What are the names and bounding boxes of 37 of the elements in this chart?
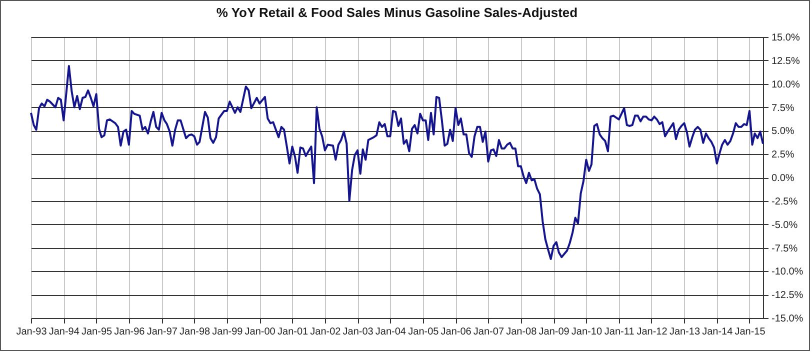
x-tick-label: Jan-10 xyxy=(571,326,602,338)
x-tick-label: Jan-93 xyxy=(16,326,48,338)
x-tick-label: Jan-11 xyxy=(604,326,635,338)
x-tick-label: Jan-15 xyxy=(734,326,766,338)
x-tick-label: Jan-08 xyxy=(506,326,538,338)
y-tick-label: -5.0% xyxy=(772,220,798,231)
y-tick-label: 0.0% xyxy=(772,173,794,184)
y-tick-label: -2.5% xyxy=(772,196,798,208)
y-tick-label: 10.0% xyxy=(772,79,800,90)
x-tick-label: Jan-98 xyxy=(179,326,211,338)
x-tick-label: Jan-12 xyxy=(636,326,668,338)
y-tick-label: -15.0% xyxy=(772,314,804,324)
x-tick-label: Jan-97 xyxy=(146,326,178,338)
x-tick-label: Jan-03 xyxy=(342,326,374,338)
x-tick-label: Jan-94 xyxy=(48,326,80,338)
y-tick-label: -7.5% xyxy=(772,243,798,254)
y-tick-label: -10.0% xyxy=(772,266,804,278)
x-tick-label: Jan-95 xyxy=(81,326,113,338)
x-tick-label: Jan-13 xyxy=(669,326,700,338)
y-tick-label: 2.5% xyxy=(772,150,794,161)
x-tick-label: Jan-05 xyxy=(408,326,440,338)
y-tick-label: 7.5% xyxy=(772,102,794,114)
y-tick-label: 12.5% xyxy=(772,56,800,67)
x-tick-label: Jan-14 xyxy=(702,326,734,338)
x-tick-label: Jan-96 xyxy=(114,326,146,338)
x-tick-label: Jan-04 xyxy=(375,326,406,338)
x-tick-label: Jan-99 xyxy=(212,326,244,338)
x-tick-label: Jan-01 xyxy=(278,326,309,338)
x-tick-label: Jan-00 xyxy=(244,326,276,338)
chart-title: % YoY Retail & Food Sales Minus Gasoline Sales-Adjusted xyxy=(216,5,578,20)
y-tick-label: -12.5% xyxy=(772,290,804,302)
x-tick-label: Jan-07 xyxy=(473,326,504,338)
x-tick-label: Jan-06 xyxy=(440,326,472,338)
y-tick-label: 15.0% xyxy=(772,32,800,44)
y-tick-label: 5.0% xyxy=(772,126,794,138)
x-tick-label: Jan-09 xyxy=(538,326,570,338)
x-tick-label: Jan-02 xyxy=(310,326,342,338)
